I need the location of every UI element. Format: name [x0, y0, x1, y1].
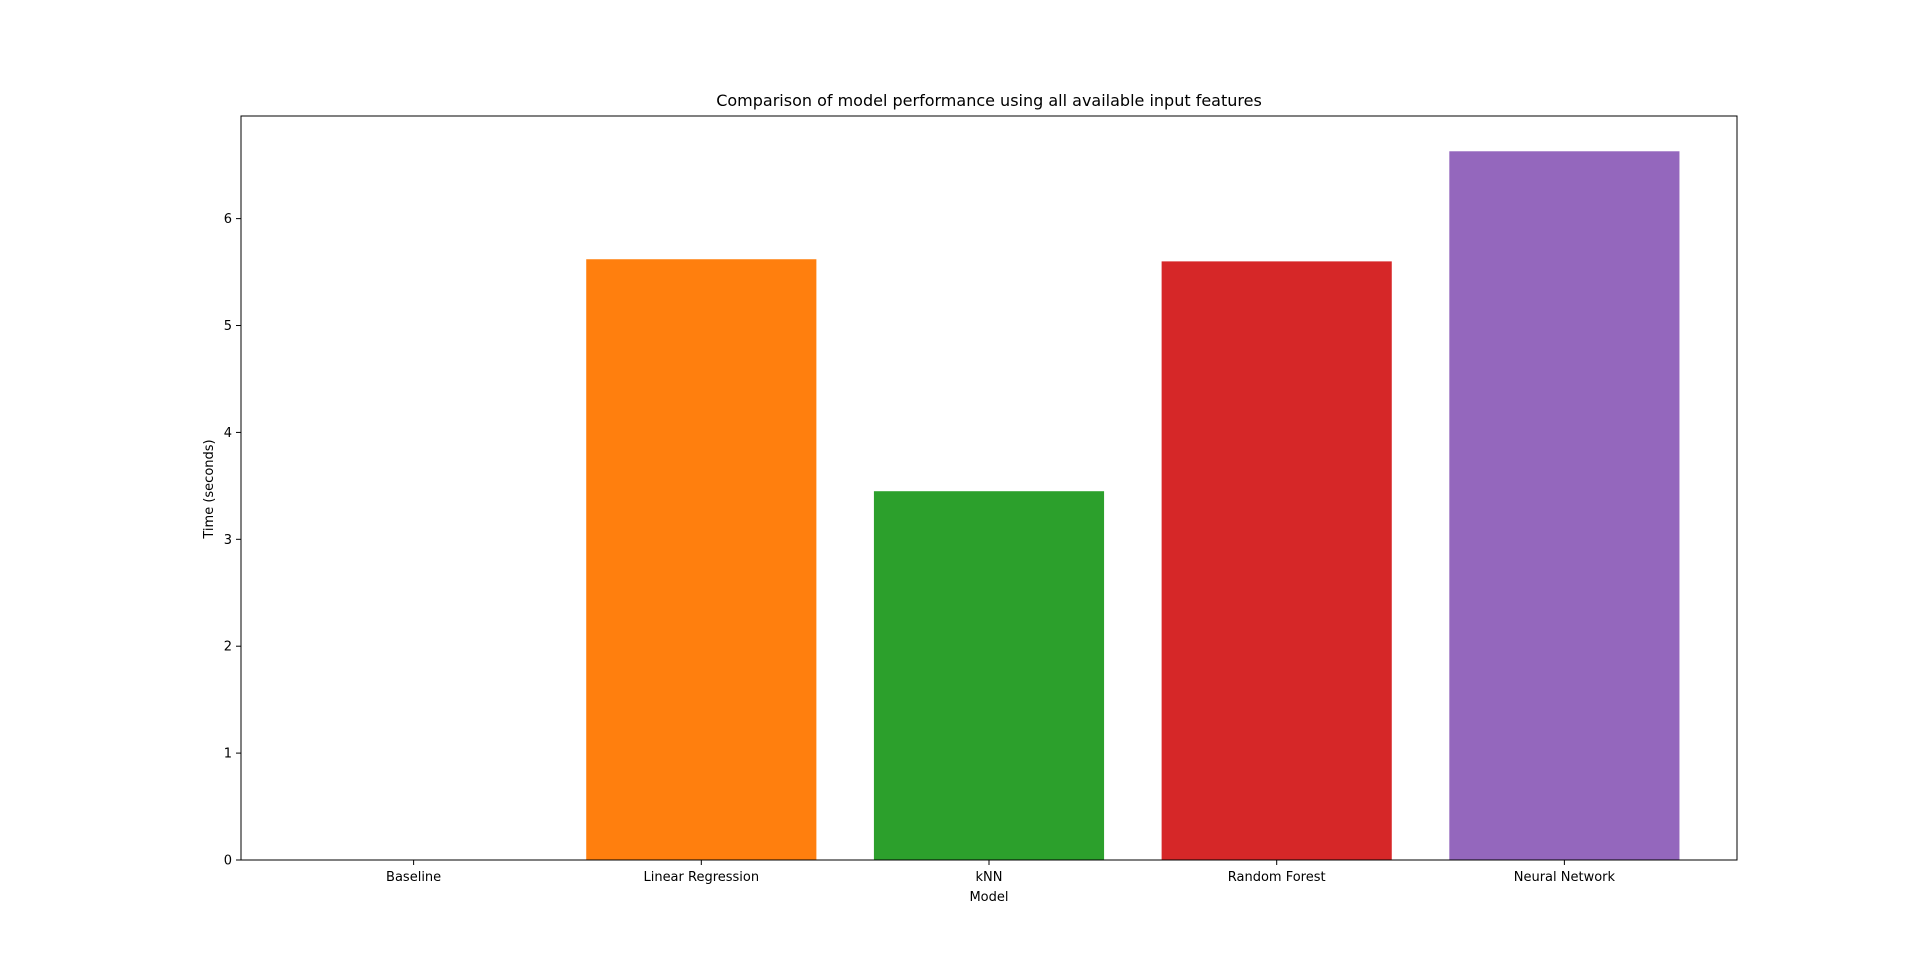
x-tick-label: Linear Regression — [643, 870, 759, 885]
axes: 0 1 2 3 4 5 6 Baseline Linear Regression kNN Rando… — [224, 115, 1738, 885]
bars — [586, 151, 1680, 860]
y-tick-label: 5 — [224, 319, 232, 334]
y-tick-label: 0 — [224, 854, 232, 869]
y-tick-label: 3 — [224, 533, 232, 548]
y-axis-label: Time (seconds) — [202, 439, 217, 539]
bar-knn — [873, 491, 1105, 860]
x-tick-label: kNN — [976, 870, 1003, 885]
x-tick-label: Random Forest — [1228, 870, 1326, 885]
y-tick-label: 6 — [224, 212, 232, 227]
chart-title: Comparison of model performance using al… — [716, 91, 1262, 110]
x-tick-label: Neural Network — [1514, 870, 1616, 885]
y-tick-label: 1 — [224, 747, 232, 762]
y-tick-label: 2 — [224, 640, 232, 655]
bar-linear-regression — [586, 259, 817, 860]
bar-neural-network — [1449, 151, 1680, 860]
x-axis-label: Model — [969, 890, 1008, 905]
x-tick-label: Baseline — [386, 870, 441, 885]
bar-random-forest — [1161, 261, 1392, 860]
y-tick-label: 4 — [224, 426, 232, 441]
